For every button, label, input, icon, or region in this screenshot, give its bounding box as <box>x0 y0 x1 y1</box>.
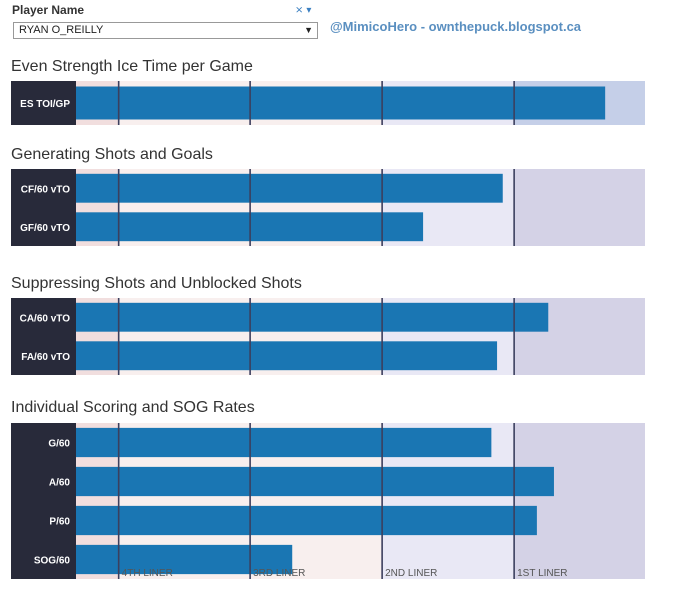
section-title-toi: Even Strength Ice Time per Game <box>11 58 253 75</box>
player-select[interactable]: RYAN O_REILLY ▼ <box>13 22 318 39</box>
filter-controls: ⨯ ▾ <box>292 5 311 16</box>
player-name-label: Player Name <box>12 3 85 17</box>
label-column-bg <box>11 81 76 125</box>
category-label: G/60 <box>48 439 70 450</box>
tier-label: 3RD LINER <box>253 568 305 579</box>
tier-band <box>514 169 645 246</box>
player-select-value: RYAN O_REILLY <box>19 24 104 36</box>
category-label: CF/60 vTO <box>21 184 70 195</box>
section-title-scoring: Individual Scoring and SOG Rates <box>11 399 255 416</box>
label-column-bg <box>11 169 76 246</box>
filter-clear-icon[interactable]: ⨯ <box>295 5 304 16</box>
dropdown-menu-icon[interactable]: ▾ <box>306 5 312 16</box>
tier-label: 2ND LINER <box>385 568 437 579</box>
category-label: SOG/60 <box>34 556 71 567</box>
bar <box>76 341 498 371</box>
category-label: CA/60 vTO <box>20 313 71 324</box>
credit-text: @MimicoHero - ownthepuck.blogspot.ca <box>330 19 582 34</box>
bar <box>76 302 549 332</box>
section-title-generating: Generating Shots and Goals <box>11 146 213 163</box>
category-label: A/60 <box>49 478 71 489</box>
bar <box>76 466 554 497</box>
label-column-bg <box>11 298 76 375</box>
bar <box>76 505 537 536</box>
tier-label: 1ST LINER <box>517 568 567 579</box>
category-label: GF/60 vTO <box>20 223 70 234</box>
bar <box>76 173 503 203</box>
section-title-suppressing: Suppressing Shots and Unblocked Shots <box>11 275 302 292</box>
chevron-down-icon: ▼ <box>304 25 313 35</box>
tier-band <box>514 423 645 579</box>
label-column-bg <box>11 423 76 579</box>
category-label: P/60 <box>49 517 70 528</box>
tier-label: 4TH LINER <box>122 568 173 579</box>
bar <box>76 86 606 120</box>
bar <box>76 427 492 458</box>
category-label: ES TOI/GP <box>20 99 70 110</box>
category-label: FA/60 vTO <box>21 352 70 363</box>
bar <box>76 544 293 575</box>
